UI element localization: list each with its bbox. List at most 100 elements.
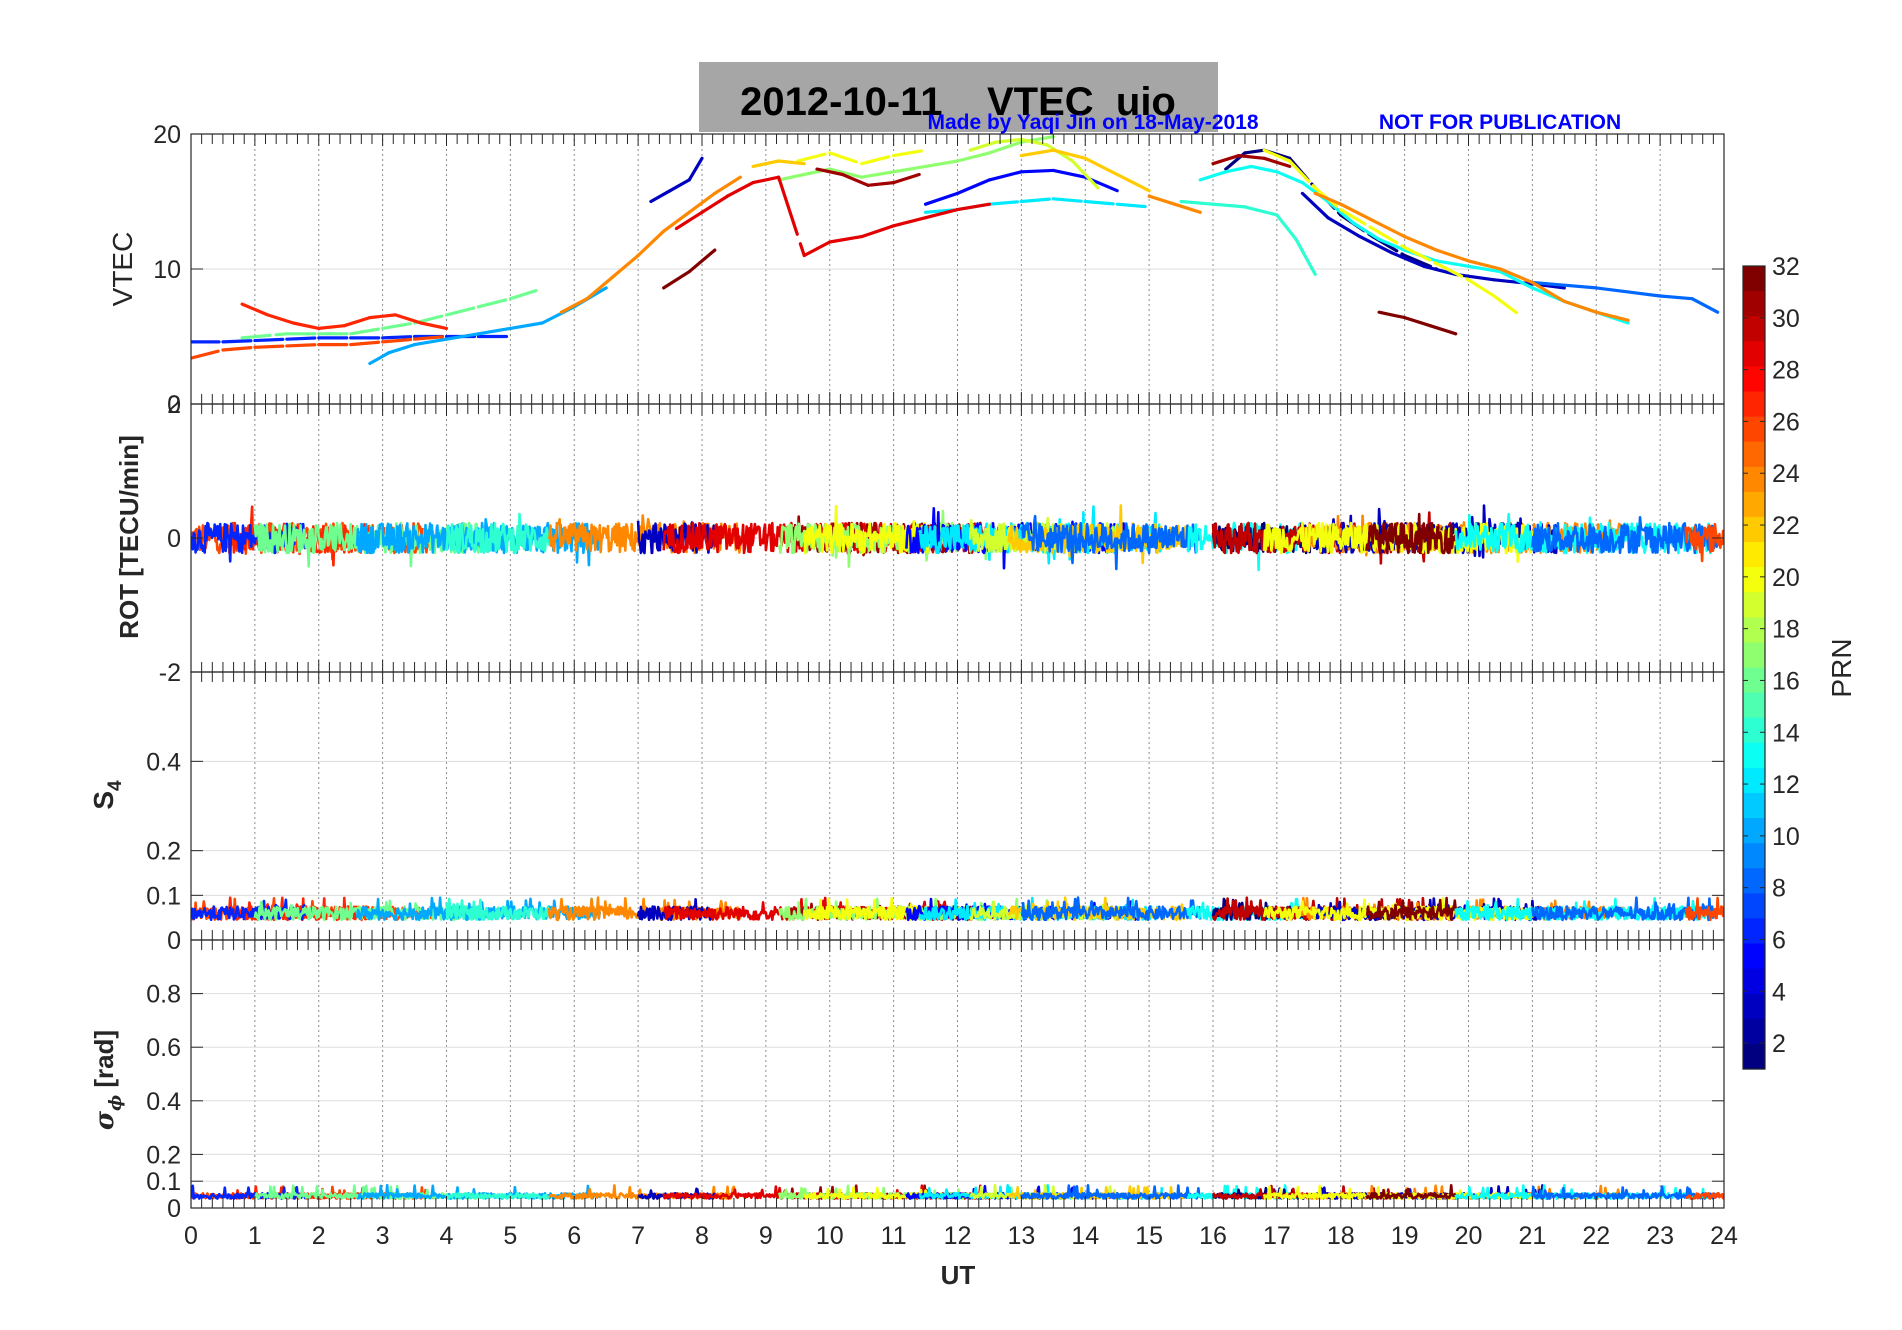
vtec-series-line — [240, 332, 289, 340]
x-tick-label: 7 — [631, 1222, 645, 1250]
prn-trace — [445, 1192, 550, 1200]
vtec-series-line — [860, 224, 896, 239]
vtec-ylabel: VTEC — [107, 232, 138, 307]
vtec-series-line — [923, 191, 960, 206]
vtec-series-line — [687, 191, 717, 214]
vtec-series-line — [1211, 202, 1247, 209]
notice-text: NOT FOR PUBLICATION — [1379, 111, 1621, 134]
figure-title: 2012-10-11 VTEC uio — [740, 80, 1176, 124]
colorbar-band — [1743, 441, 1765, 468]
prn-trace — [191, 521, 307, 563]
vtec-series-line — [923, 159, 960, 168]
vtec-series-line — [1530, 280, 1566, 287]
colorbar-band — [1743, 792, 1765, 819]
colorbar-label: PRN — [1826, 638, 1857, 697]
vtec-series-line — [1403, 316, 1432, 328]
vtec-panel: 0 10 20 VTEC — [107, 121, 1725, 419]
colorbar-band — [1743, 542, 1765, 568]
x-tick-label: 2 — [312, 1222, 326, 1250]
y-tick-label: 0.8 — [146, 981, 181, 1009]
colorbar-tick-label: 16 — [1772, 667, 1800, 695]
y-tick-label: 0 — [167, 927, 181, 955]
y-tick-label: 20 — [153, 121, 181, 149]
vtec-series-line — [266, 313, 295, 325]
colorbar-band — [1743, 1018, 1765, 1045]
vtec-series-line — [751, 159, 781, 168]
colorbar-band — [1743, 843, 1765, 869]
x-tick-label: 22 — [1582, 1222, 1610, 1250]
vtec-series-line — [1422, 264, 1458, 276]
y-tick-label: 0.4 — [146, 748, 181, 776]
prn-trace — [1365, 1184, 1457, 1200]
vtec-series-line — [751, 175, 781, 185]
vtec-series-line — [393, 313, 423, 325]
vtec-series-line — [585, 275, 615, 301]
vtec-series-line — [444, 305, 481, 317]
vtec-series-line — [668, 178, 691, 193]
colorbar-tick-label: 8 — [1772, 875, 1786, 903]
prn-trace — [1365, 896, 1457, 921]
sigma-phi-ylabel: σϕ [rad] — [89, 1030, 126, 1130]
vtec-series-line — [221, 338, 257, 344]
x-tick-label: 20 — [1455, 1222, 1483, 1250]
y-tick-label: 0.6 — [146, 1034, 181, 1062]
colorbar-tick-label: 12 — [1772, 771, 1800, 799]
colorbar-band — [1743, 617, 1765, 644]
colorbar-band — [1743, 291, 1765, 317]
x-tick-label: 21 — [1518, 1222, 1546, 1250]
vtec-series-line — [1051, 168, 1087, 179]
vtec-series-line — [796, 151, 832, 163]
vtec-series-line — [381, 337, 417, 344]
vtec-series-line — [1658, 294, 1694, 301]
vtec-series-line — [955, 151, 992, 163]
vtec-series-line — [923, 208, 960, 220]
colorbar-band — [1743, 993, 1765, 1020]
vtec-series-line — [1236, 154, 1266, 160]
colorbar-band — [1743, 266, 1765, 292]
vtec-series-line — [1173, 202, 1202, 214]
colorbar-band — [1743, 893, 1765, 920]
vtec-series-line — [1466, 264, 1503, 274]
vtec-series-line — [1377, 237, 1407, 252]
x-tick-label: 24 — [1710, 1222, 1738, 1250]
vtec-series-line — [777, 175, 806, 258]
vtec-series-line — [1070, 159, 1100, 190]
colorbar-band — [1743, 968, 1765, 995]
colorbar-band — [1743, 918, 1765, 945]
vtec-series-line — [412, 334, 449, 341]
vtec-series-line — [1262, 148, 1292, 163]
colorbar-band — [1743, 667, 1765, 694]
y-tick-label: 0 — [167, 525, 181, 553]
colorbar-band — [1743, 567, 1765, 593]
vtec-series-line — [1466, 259, 1503, 271]
x-tick-label: 1 — [248, 1222, 262, 1250]
vtec-series-line — [253, 344, 289, 349]
vtec-series-line — [1690, 297, 1720, 314]
vtec-series-line — [191, 348, 225, 360]
vtec-series-line — [892, 172, 921, 185]
vtec-series-line — [1224, 164, 1253, 174]
vtec-series-line — [240, 302, 270, 317]
x-tick-label: 14 — [1071, 1222, 1099, 1250]
vtec-series-line — [700, 194, 730, 214]
vtec-series-line — [1211, 154, 1241, 166]
vtec-series-line — [1300, 191, 1330, 220]
colorbar-band — [1743, 943, 1765, 970]
colorbar-tick-label: 4 — [1772, 978, 1786, 1006]
colorbar-tick-label: 6 — [1772, 926, 1786, 954]
x-tick-label: 9 — [759, 1222, 773, 1250]
vtec-series-line — [860, 170, 896, 179]
x-tick-label: 0 — [184, 1222, 198, 1250]
x-tick-label: 15 — [1135, 1222, 1163, 1250]
vtec-series-line — [1326, 199, 1356, 225]
x-tick-label: 4 — [440, 1222, 454, 1250]
y-tick-label: 0.1 — [146, 1168, 181, 1196]
colorbar-tick-label: 14 — [1772, 719, 1800, 747]
colorbar-tick-label: 24 — [1772, 460, 1800, 488]
x-tick-label: 23 — [1646, 1222, 1674, 1250]
vtec-series-line — [381, 334, 417, 340]
colorbar-frame — [1742, 265, 1766, 1070]
vtec-series-line — [291, 321, 321, 330]
vtec-series-line — [662, 270, 691, 290]
